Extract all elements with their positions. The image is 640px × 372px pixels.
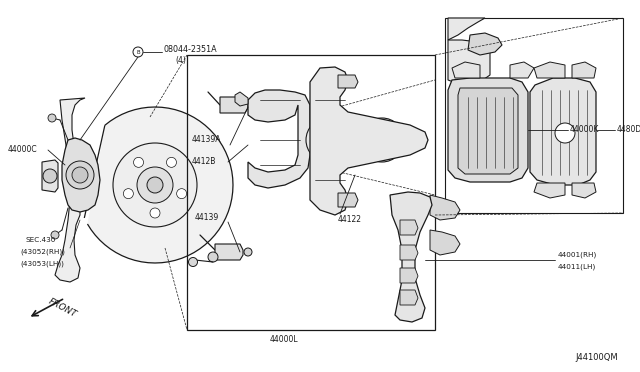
Polygon shape: [400, 220, 418, 235]
Text: 44000K: 44000K: [570, 125, 600, 135]
Text: 4412B: 4412B: [192, 157, 216, 167]
Text: (4): (4): [175, 55, 186, 64]
Circle shape: [208, 252, 218, 262]
Text: 08044-2351A: 08044-2351A: [163, 45, 216, 55]
Text: 44139A: 44139A: [192, 135, 221, 144]
Polygon shape: [448, 78, 528, 182]
Polygon shape: [430, 230, 460, 255]
Polygon shape: [430, 195, 460, 220]
Circle shape: [555, 123, 575, 143]
Circle shape: [137, 167, 173, 203]
Text: 44139: 44139: [195, 214, 220, 222]
Circle shape: [313, 125, 343, 155]
Circle shape: [66, 161, 94, 189]
Circle shape: [124, 189, 133, 199]
Bar: [187, 55, 435, 330]
Text: B: B: [136, 49, 140, 55]
Circle shape: [306, 118, 350, 162]
Circle shape: [333, 118, 377, 162]
Circle shape: [48, 114, 56, 122]
Polygon shape: [534, 183, 565, 198]
Polygon shape: [400, 290, 418, 305]
Text: SEC.430: SEC.430: [25, 237, 56, 243]
Polygon shape: [338, 193, 358, 207]
Text: 44000C: 44000C: [8, 145, 38, 154]
Circle shape: [133, 47, 143, 57]
Circle shape: [43, 169, 57, 183]
Polygon shape: [468, 33, 502, 55]
Polygon shape: [235, 92, 248, 106]
Circle shape: [113, 143, 197, 227]
Polygon shape: [400, 245, 418, 260]
Text: 4480DK: 4480DK: [617, 125, 640, 135]
Polygon shape: [248, 90, 310, 188]
Polygon shape: [88, 107, 233, 263]
Circle shape: [166, 157, 177, 167]
Polygon shape: [510, 62, 534, 78]
Circle shape: [249, 101, 257, 109]
Polygon shape: [530, 78, 596, 185]
Circle shape: [244, 248, 252, 256]
Polygon shape: [62, 138, 100, 212]
Polygon shape: [310, 67, 428, 215]
Circle shape: [340, 125, 370, 155]
Polygon shape: [458, 88, 518, 174]
Polygon shape: [400, 268, 418, 283]
Circle shape: [51, 231, 59, 239]
Polygon shape: [572, 183, 596, 198]
Circle shape: [375, 133, 389, 147]
Circle shape: [147, 177, 163, 193]
Circle shape: [360, 118, 404, 162]
Circle shape: [321, 133, 335, 147]
Polygon shape: [55, 98, 85, 282]
Circle shape: [150, 208, 160, 218]
Circle shape: [189, 257, 198, 266]
Polygon shape: [338, 75, 358, 88]
Polygon shape: [448, 18, 485, 40]
Polygon shape: [572, 62, 596, 78]
Circle shape: [72, 167, 88, 183]
Text: 44011(LH): 44011(LH): [558, 264, 596, 270]
Text: 44122: 44122: [338, 215, 362, 224]
Circle shape: [177, 189, 187, 199]
Polygon shape: [390, 192, 432, 322]
Text: FRONT: FRONT: [46, 297, 77, 319]
Polygon shape: [215, 244, 243, 260]
Circle shape: [134, 157, 143, 167]
Polygon shape: [452, 62, 480, 78]
Text: J44100QM: J44100QM: [575, 353, 618, 362]
Polygon shape: [42, 160, 58, 192]
Polygon shape: [448, 40, 490, 85]
Text: 44000L: 44000L: [270, 336, 299, 344]
Text: (43052(RH)): (43052(RH)): [20, 249, 65, 255]
Polygon shape: [534, 62, 565, 78]
Circle shape: [367, 125, 397, 155]
Text: 44001(RH): 44001(RH): [558, 252, 597, 258]
Circle shape: [348, 133, 362, 147]
Polygon shape: [220, 97, 248, 113]
Bar: [445, 18, 623, 213]
Text: (43053(LH)): (43053(LH)): [20, 261, 64, 267]
